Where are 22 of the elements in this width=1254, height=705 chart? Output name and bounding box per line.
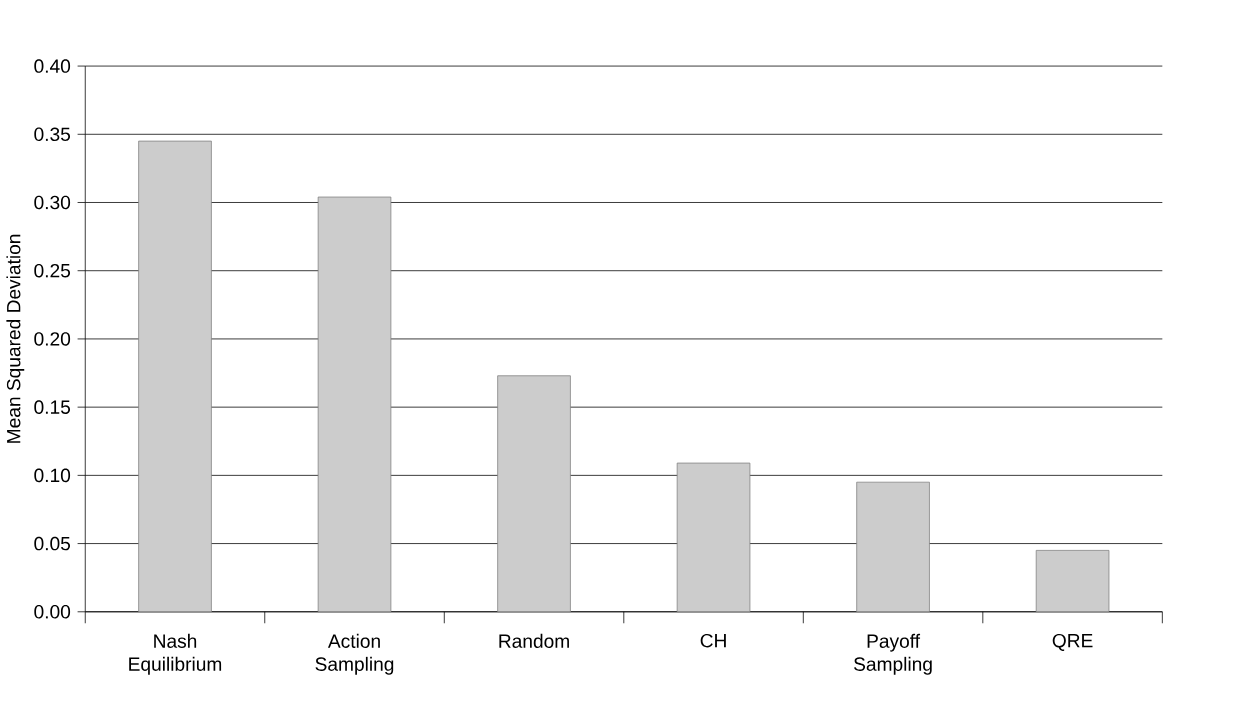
bar xyxy=(138,140,212,613)
x-tick-label: Nash Equilibrium xyxy=(129,634,222,675)
y-tick-label: 0.20 xyxy=(34,332,71,346)
y-tick-label: 0.30 xyxy=(34,195,71,210)
y-tick-label: 0.40 xyxy=(34,59,71,74)
x-tick-label: Random xyxy=(499,634,569,649)
y-tick-label: 0.25 xyxy=(34,264,71,278)
bar xyxy=(676,462,751,613)
bar xyxy=(856,481,930,613)
y-axis-title: Mean Squared Deviation xyxy=(6,235,25,443)
x-tick-label: QRE xyxy=(1052,634,1093,652)
bar xyxy=(1035,550,1110,613)
bar xyxy=(497,375,571,613)
x-tick-label: Payoff Sampling xyxy=(854,634,932,675)
y-tick-label: 0.05 xyxy=(34,536,71,551)
y-tick-label: 0.00 xyxy=(34,605,71,619)
bar xyxy=(317,196,392,613)
x-tick-label: Action Sampling xyxy=(315,634,394,675)
y-tick-label: 0.35 xyxy=(34,127,71,142)
x-tick-label: CH xyxy=(700,634,726,648)
y-tick-label: 0.15 xyxy=(34,400,71,415)
y-tick-label: 0.10 xyxy=(34,468,71,483)
